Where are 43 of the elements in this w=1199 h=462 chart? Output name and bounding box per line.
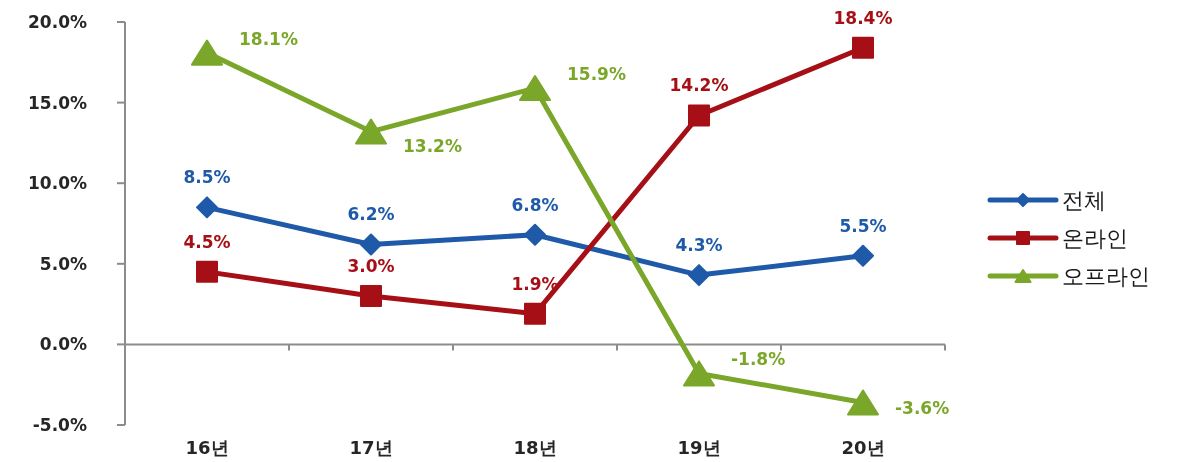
point: [688, 264, 710, 287]
data-label: 8.5%: [183, 167, 231, 188]
point: [360, 233, 382, 256]
data-label: 14.2%: [669, 75, 729, 96]
point: [519, 75, 551, 102]
point: [355, 118, 387, 145]
data-label: 5.5%: [839, 215, 887, 236]
data-label: 4.3%: [675, 235, 723, 256]
point: [688, 104, 710, 127]
y-tick-label: 10.0%: [28, 173, 87, 194]
point: [191, 39, 223, 66]
data-label: 15.9%: [567, 64, 626, 85]
x-tick-label: 19년: [677, 436, 721, 458]
legend-label: 오프라인: [1062, 263, 1150, 289]
x-tick-label: 17년: [349, 436, 393, 458]
y-tick-label: 0.0%: [39, 334, 87, 355]
data-label: 4.5%: [183, 231, 231, 252]
x-tick-label: 16년: [185, 436, 229, 458]
point: [196, 196, 218, 219]
data-label: 13.2%: [403, 135, 462, 156]
point: [852, 36, 874, 59]
point: [852, 244, 874, 267]
x-tick-label: 20년: [841, 436, 885, 458]
data-label: 6.8%: [511, 194, 559, 215]
x-tick-label: 18년: [513, 436, 557, 458]
point: [196, 260, 218, 283]
y-tick-label: 15.0%: [28, 92, 87, 113]
y-tick-label: 20.0%: [28, 12, 87, 32]
point: [360, 285, 382, 308]
data-label: -3.6%: [895, 398, 950, 419]
data-label: 18.4%: [833, 7, 893, 28]
point: [683, 360, 715, 387]
data-label: -1.8%: [731, 349, 786, 370]
data-label: 6.2%: [347, 204, 395, 225]
data-label: 18.1%: [239, 28, 298, 49]
point: [524, 302, 546, 325]
legend-label: 온라인: [1062, 225, 1128, 251]
point: [847, 389, 879, 416]
data-label: 3.0%: [347, 256, 395, 277]
legend-label: 전체: [1062, 187, 1106, 213]
point: [524, 223, 546, 246]
y-tick-label: 5.0%: [39, 253, 87, 274]
y-tick-label: -5.0%: [32, 415, 87, 435]
